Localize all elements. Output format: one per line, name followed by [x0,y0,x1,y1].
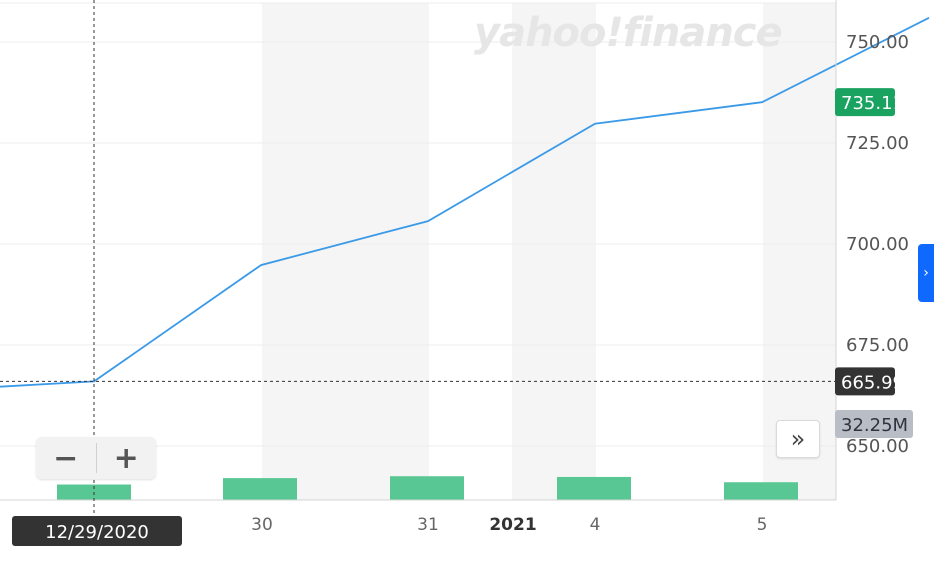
volume-label-bg [835,410,913,438]
band-jan-5 [763,3,836,500]
crosshair-date-bg [12,516,182,546]
zoom-out-button[interactable]: − [53,440,79,476]
price-line-layer [0,16,930,388]
x-tick-label-3: 4 [590,515,601,535]
crosshair [0,0,836,516]
volume-bar-1 [223,478,297,500]
volume-bar-4 [724,482,798,500]
axis-labels: 750.00 725.00 700.00 675.00 650.00 30 31 2021 4 5… [12,32,913,546]
volume-bar-3 [557,476,631,500]
expand-chart-button[interactable]: » [776,420,820,458]
yahoo-finance-watermark: yahoo!finance [474,10,783,56]
zoom-divider [95,443,97,473]
x-tick-label-2: 2021 [489,515,536,535]
weekend-bands [262,3,836,500]
crosshair-date-label: 12/29/2020 [45,522,149,543]
crosshair-price-label: 665.99 [841,372,904,393]
volume-bar-2 [390,476,464,500]
zoom-in-button[interactable]: + [113,440,139,476]
current-price-label-bg [835,88,895,117]
x-tick-label-1: 31 [417,515,439,535]
grid-lines [0,2,836,447]
y-tick-label-2: 700.00 [846,234,909,255]
band-dec-30 [262,3,429,500]
y-tick-label-4: 650.00 [846,436,909,457]
crosshair-price-label-bg [835,367,895,396]
x-tick-label-0: 30 [251,515,273,535]
price-line [0,16,930,388]
zoom-controls: − + [36,437,156,479]
side-panel-toggle[interactable]: › [918,244,934,302]
y-tick-label-1: 725.00 [846,133,909,154]
y-tick-label-3: 675.00 [846,335,909,356]
volume-label: 32.25M [841,415,908,436]
current-price-label: 735.11 [841,93,904,114]
band-2021 [512,3,596,500]
y-tick-label-0: 750.00 [846,32,909,53]
x-tick-label-4: 5 [757,515,768,535]
volume-bars [57,476,798,500]
